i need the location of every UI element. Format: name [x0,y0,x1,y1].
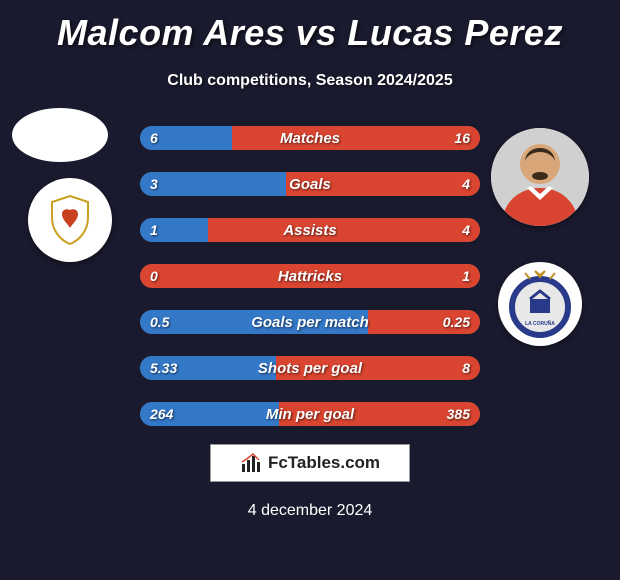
date-text: 4 december 2024 [0,502,620,520]
player-left-avatar [12,108,108,162]
stat-row: 14Assists [140,218,480,242]
crest-icon: LA CORUÑA [505,269,575,339]
stat-row: 5.338Shots per goal [140,356,480,380]
svg-text:LA CORUÑA: LA CORUÑA [525,320,555,327]
stat-row: 264385Min per goal [140,402,480,426]
stat-label: Matches [140,126,480,150]
site-logo: FcTables.com [210,444,410,482]
stat-row: 34Goals [140,172,480,196]
stat-label: Shots per goal [140,356,480,380]
page-title: Malcom Ares vs Lucas Perez [0,0,620,54]
subtitle: Club competitions, Season 2024/2025 [0,72,620,90]
stats-container: 616Matches 34Goals 14Assists 01Hattricks 0.5… [140,126,480,448]
stat-label: Hattricks [140,264,480,288]
stat-label: Goals per match [140,310,480,334]
player-right-club-badge: LA CORUÑA [498,262,582,346]
stat-row: 0.50.25Goals per match [140,310,480,334]
logo-text: FcTables.com [268,453,380,473]
stat-label: Assists [140,218,480,242]
person-icon [491,128,589,226]
stat-row: 01Hattricks [140,264,480,288]
player-right-avatar [491,128,589,226]
chart-icon [240,452,262,474]
stat-label: Goals [140,172,480,196]
stat-label: Min per goal [140,402,480,426]
shield-icon [42,192,98,248]
player-left-club-badge [28,178,112,262]
stat-row: 616Matches [140,126,480,150]
